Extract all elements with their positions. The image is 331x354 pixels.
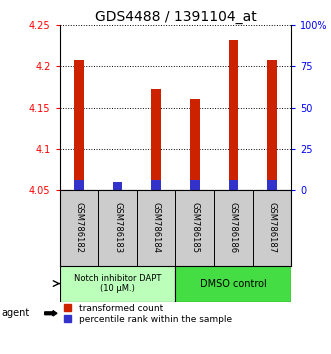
Bar xyxy=(113,182,122,190)
Bar xyxy=(228,40,238,190)
Legend: transformed count, percentile rank within the sample: transformed count, percentile rank withi… xyxy=(64,304,232,324)
Bar xyxy=(74,61,84,190)
Bar xyxy=(175,266,291,302)
Text: GSM786185: GSM786185 xyxy=(190,202,199,253)
Text: DMSO control: DMSO control xyxy=(200,279,267,289)
Title: GDS4488 / 1391104_at: GDS4488 / 1391104_at xyxy=(95,10,256,24)
Bar xyxy=(151,89,161,190)
Bar xyxy=(228,179,238,190)
Text: agent: agent xyxy=(2,308,30,318)
Bar xyxy=(267,61,277,190)
Text: Notch inhibitor DAPT
(10 μM.): Notch inhibitor DAPT (10 μM.) xyxy=(74,274,161,293)
Bar xyxy=(267,179,277,190)
Bar xyxy=(60,266,175,302)
Bar xyxy=(190,99,200,190)
Bar xyxy=(74,180,84,190)
Text: GSM786182: GSM786182 xyxy=(74,202,83,253)
Bar xyxy=(190,180,200,190)
Text: GSM786184: GSM786184 xyxy=(152,202,161,253)
Text: GSM786186: GSM786186 xyxy=(229,202,238,253)
Text: GSM786187: GSM786187 xyxy=(267,202,276,253)
Bar xyxy=(151,180,161,190)
Bar xyxy=(113,189,122,190)
Text: GSM786183: GSM786183 xyxy=(113,202,122,253)
